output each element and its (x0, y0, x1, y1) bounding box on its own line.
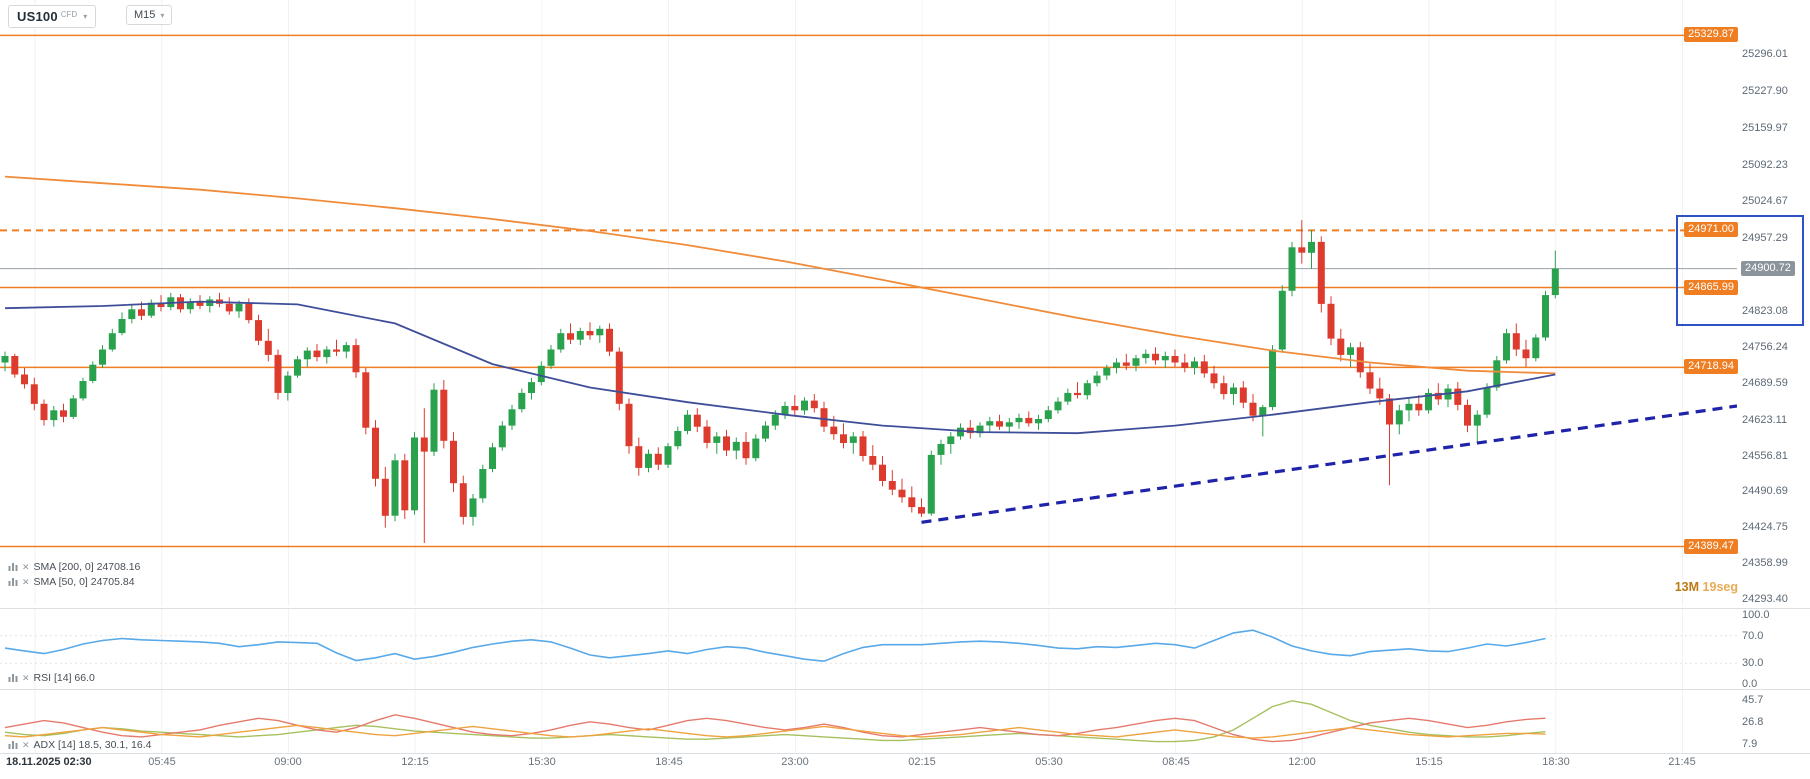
rsi-indicator-pane (0, 609, 1737, 690)
rsi-tick: 70.0 (1742, 630, 1764, 642)
rsi-line (4, 629, 1546, 663)
adx-legend: ✕ ADX [14] 18.5, 30.1, 16.4 (8, 739, 151, 751)
pane-separator (0, 753, 1810, 754)
sma-50-line (4, 300, 1556, 435)
rsi-tick: 0.0 (1742, 678, 1758, 690)
vertical-gridlines (34, 690, 1683, 753)
sma200-legend-label: SMA [200, 0] 24708.16 (33, 561, 141, 573)
indicator-chart-icon[interactable] (8, 562, 18, 572)
current-price-badge: 24900.72 (1741, 261, 1795, 276)
time-label: 21:45 (1668, 756, 1696, 768)
current-price-value: 24900.72 (1745, 262, 1791, 274)
adx-line-di_minus (4, 724, 1546, 739)
time-label: 09:00 (274, 756, 302, 768)
vertical-gridlines (34, 609, 1683, 690)
remove-indicator-icon[interactable]: ✕ (22, 577, 30, 587)
price-tick: 24293.40 (1742, 593, 1788, 605)
indicator-chart-icon[interactable] (8, 673, 18, 683)
time-label: 12:15 (401, 756, 429, 768)
vertical-gridlines (34, 0, 1683, 606)
chevron-down-icon: ▾ (83, 12, 88, 21)
indicator-chart-icon[interactable] (8, 577, 18, 587)
price-level-lines (0, 34, 1737, 548)
adx-tick: 45.7 (1742, 694, 1764, 706)
trendline[interactable] (921, 404, 1738, 524)
candles-layer (1, 220, 1559, 543)
price-level-label[interactable]: 24865.99 (1684, 280, 1738, 295)
time-label: 02:15 (908, 756, 936, 768)
price-tick: 24756.24 (1742, 341, 1788, 353)
price-tick: 25159.97 (1742, 122, 1788, 134)
countdown-seconds: 19seg (1702, 580, 1738, 594)
price-level-label[interactable]: 24389.47 (1684, 539, 1738, 554)
remove-indicator-icon[interactable]: ✕ (22, 562, 30, 572)
time-label: 18.11.2025 02:30 (6, 756, 92, 768)
indicator-chart-icon[interactable] (8, 740, 18, 750)
sma50-legend-label: SMA [50, 0] 24705.84 (33, 576, 135, 588)
price-tick: 24424.75 (1742, 521, 1788, 533)
time-label: 15:30 (528, 756, 556, 768)
drawing-rectangle[interactable] (1676, 215, 1804, 326)
timeframe-label: M15 (134, 9, 156, 21)
sma200-legend: ✕ SMA [200, 0] 24708.16 (8, 561, 140, 573)
time-label: 12:00 (1288, 756, 1316, 768)
symbol-label: US100 (17, 9, 58, 24)
adx-line-adx (4, 700, 1546, 743)
time-label: 05:45 (148, 756, 176, 768)
adx-line-di_plus (4, 714, 1546, 743)
remove-indicator-icon[interactable]: ✕ (22, 740, 30, 750)
time-label: 23:00 (781, 756, 809, 768)
time-label: 18:30 (1542, 756, 1570, 768)
price-tick: 25227.90 (1742, 85, 1788, 97)
time-axis: 18.11.2025 02:30 05:45 09:00 12:15 15:30 18:4… (0, 756, 1810, 770)
price-tick: 25296.01 (1742, 48, 1788, 60)
price-tick: 24623.11 (1742, 414, 1788, 426)
pane-separator (0, 689, 1810, 690)
instrument-selector[interactable]: US100 CFD ▾ (8, 5, 97, 28)
rsi-tick: 100.0 (1742, 609, 1770, 621)
main-price-chart (0, 0, 1737, 606)
rsi-legend: ✕ RSI [14] 66.0 (8, 672, 95, 684)
price-tick: 24957.29 (1742, 232, 1788, 244)
price-level-label[interactable]: 24971.00 (1684, 222, 1738, 237)
rsi-tick: 30.0 (1742, 657, 1764, 669)
sma-200-line (4, 175, 1556, 375)
price-tick: 24823.08 (1742, 305, 1788, 317)
chevron-down-icon: ▾ (160, 10, 165, 20)
adx-indicator-pane (4, 690, 1683, 753)
instrument-type-label: CFD (60, 10, 78, 19)
price-tick: 24556.81 (1742, 450, 1788, 462)
price-tick: 24358.99 (1742, 557, 1788, 569)
remove-indicator-icon[interactable]: ✕ (22, 673, 30, 683)
rsi-legend-label: RSI [14] 66.0 (33, 672, 95, 684)
sma50-legend: ✕ SMA [50, 0] 24705.84 (8, 576, 135, 588)
price-level-label[interactable]: 25329.87 (1684, 27, 1738, 42)
price-level-label[interactable]: 24718.94 (1684, 359, 1738, 374)
time-label: 05:30 (1035, 756, 1063, 768)
price-tick: 24490.69 (1742, 485, 1788, 497)
adx-tick: 26.8 (1742, 716, 1764, 728)
time-label: 18:45 (655, 756, 683, 768)
timeframe-selector[interactable]: M15 ▾ (126, 5, 173, 25)
pane-separator (0, 608, 1810, 609)
price-tick: 25024.67 (1742, 195, 1788, 207)
price-tick: 24689.59 (1742, 377, 1788, 389)
price-tick: 25092.23 (1742, 159, 1788, 171)
candle-countdown: 13M 19seg (1675, 580, 1738, 594)
adx-legend-label: ADX [14] 18.5, 30.1, 16.4 (33, 739, 152, 751)
countdown-minutes: 13M (1674, 580, 1700, 594)
time-label: 08:45 (1162, 756, 1190, 768)
adx-tick: 7.9 (1742, 738, 1758, 750)
time-label: 15:15 (1415, 756, 1443, 768)
